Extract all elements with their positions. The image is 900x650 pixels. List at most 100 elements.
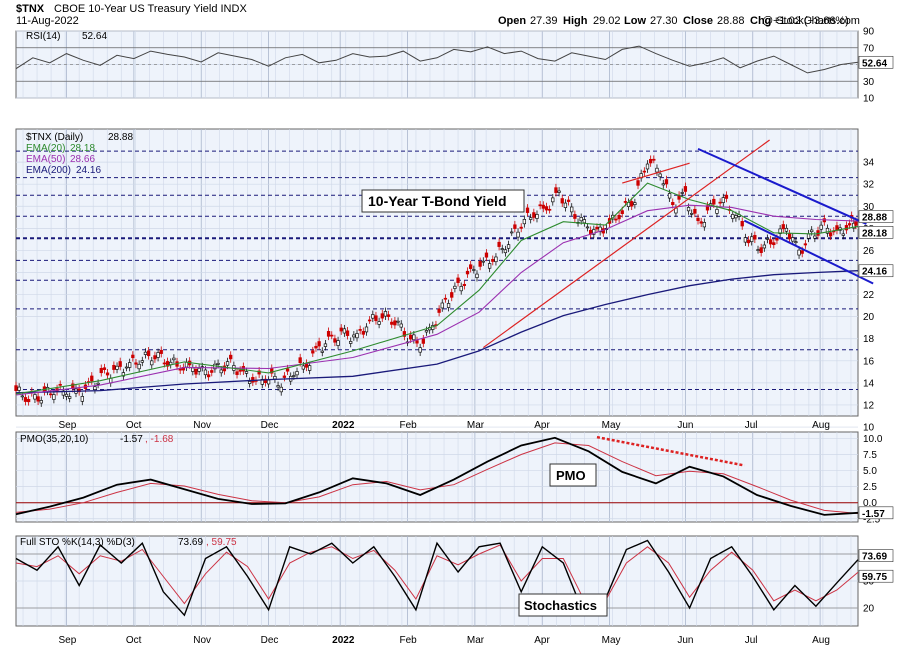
price-candle-body [797,249,801,256]
pmo-annotation-box [549,463,597,487]
pmo-annotation-text: PMO [556,468,586,483]
price-candle-body [90,375,94,382]
price-candle-body [358,329,362,331]
price-candle-body [775,237,779,241]
ema200-last-value: 24.16 [862,267,887,278]
price-annotation-box [361,189,525,213]
sto-k-last-value-box [858,549,894,562]
x-axis-label: Feb [400,420,418,431]
price-candle-body [345,330,350,336]
price-legend-label: $TNX (Daily) [26,132,83,143]
rsi-panel: 907050301052.64 [15,27,894,105]
price-candle-body [146,350,151,357]
x-axis-label: Oct [126,635,142,646]
red-trend-line-lower [482,139,770,349]
price-candle-body [791,237,795,242]
ema20-legend-value: 28.18 [70,143,95,154]
price-candle-body [295,371,299,376]
price-candle-body [614,218,618,221]
low-label: Low [624,15,646,27]
price-tick-label: 26 [863,246,875,257]
price-candle-body [446,303,451,308]
price-tick-label: 18 [863,334,875,345]
pmo-tick-label: 5.0 [863,466,877,477]
ema20-line [15,182,859,395]
chg-label: Chg [750,15,771,27]
price-annotation: 10-Year T-Bond Yield [361,189,525,213]
price-candle-body [759,247,763,253]
price-tick-label: 22 [863,290,875,301]
x-axis-label: May [602,635,621,646]
price-candle-body [465,270,470,275]
x-axis-label: Jun [677,635,693,646]
price-candle-body [585,226,590,229]
price-candle-body [121,372,126,377]
ema50-legend-label: EMA(50) [26,154,65,165]
price-candle-body [333,338,337,343]
price-candle-body [570,206,574,213]
price-candle-body [396,320,400,323]
price-tick-label: 30 [863,202,875,213]
price-candle-body [68,396,72,399]
price-candle-body [292,375,296,377]
price-candle-body [393,320,397,326]
x-axis-label: Aug [812,635,830,646]
price-panel: 1012141618202224262830323428.8828.1824.1… [14,128,894,434]
price-candle-body [686,207,691,212]
price-candle-body [39,400,43,404]
open-value: 27.39 [530,15,558,27]
price-candle-body [828,232,833,237]
price-candle-body [380,313,384,319]
pmo-legend-label: PMO(35,20,10) [20,434,88,445]
price-candle-body [197,367,201,372]
price-candle-body [768,239,773,245]
price-tick-label: 16 [863,356,875,367]
price-candle-body [560,198,564,204]
high-label: High [563,15,588,27]
price-tick-label: 34 [863,158,875,169]
price-candle-body [14,385,18,391]
price-candle-body [800,250,804,254]
price-candle-body [655,167,659,173]
price-candle-body [841,233,845,236]
price-candle-body [159,349,163,354]
pmo-panel: 10.07.55.02.50.0-2.5-1.57 [15,431,894,525]
price-candle-body [794,241,798,244]
pmo-legend-signal: , -1.68 [145,434,174,445]
price-candle-body [658,173,662,178]
price-candle-body [143,351,148,355]
x-axis-label: May [602,420,621,431]
price-candle-body [105,372,110,376]
price-candle-body [194,368,198,375]
price-candle-body [696,217,700,222]
pmo-legend: PMO(35,20,10) -1.57 , -1.68 [20,434,174,445]
price-candle-body [93,386,97,390]
sto-k-line [15,539,859,617]
price-candle-body [301,365,305,370]
price-candle-body [383,311,388,317]
x-axis-label: Feb [400,635,418,646]
price-candle-body [238,369,242,372]
price-candle-body [781,224,785,230]
price-candle-body [137,363,141,370]
price-candle-body [36,396,40,402]
x-axis-label: Sep [59,635,77,646]
price-candle-body [402,331,407,337]
price-last-value-box [858,210,894,223]
price-candle-body [690,212,694,215]
price-candle-body [554,187,558,193]
price-candle-body [349,341,353,344]
x-axis-label: 2022 [332,635,355,646]
price-candle-body [667,193,672,199]
price-candle-body [219,369,223,374]
price-candle-body [225,361,230,366]
rsi-tick-label: 90 [863,27,875,38]
price-candle-body [377,321,381,325]
sto-d-last-value-box [858,569,894,583]
price-candle-body [102,367,107,370]
blue-channel-top [697,147,867,225]
x-axis-label: Jul [745,635,758,646]
price-candle-body [652,158,656,161]
price-candle-body [330,334,334,337]
